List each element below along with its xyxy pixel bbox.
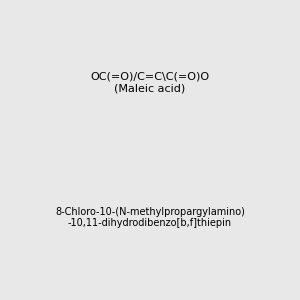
Text: 8-Chloro-10-(N-methylpropargylamino)
-10,11-dihydrodibenzo[b,f]thiepin: 8-Chloro-10-(N-methylpropargylamino) -10…	[55, 207, 245, 228]
Text: OC(=O)/C=C\C(=O)O
(Maleic acid): OC(=O)/C=C\C(=O)O (Maleic acid)	[90, 72, 210, 93]
